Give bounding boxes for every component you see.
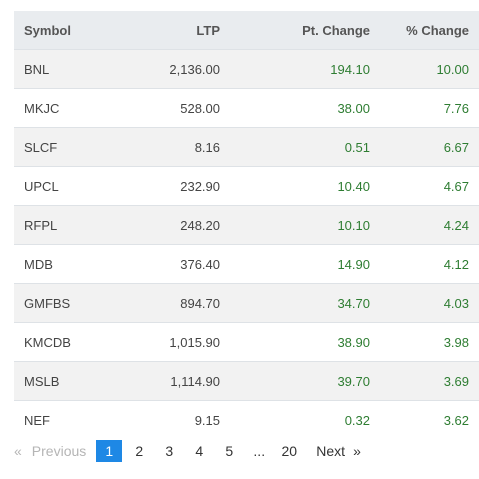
table-body: BNL 2,136.00 194.10 10.00 MKJC 528.00 38.00 7.7… — [14, 49, 479, 439]
page-button-current[interactable]: 1 — [96, 440, 123, 462]
column-header-pct-change[interactable]: % Change — [380, 11, 479, 50]
table-row[interactable]: MKJC 528.00 38.00 7.76 — [14, 88, 479, 128]
cell-ltp: 1,015.90 — [122, 322, 230, 362]
cell-symbol: MDB — [14, 244, 122, 284]
header-row: Symbol LTP Pt. Change % Change — [14, 11, 479, 50]
cell-symbol: GMFBS — [14, 283, 122, 323]
cell-symbol: UPCL — [14, 166, 122, 206]
next-arrow-icon[interactable]: » — [353, 443, 361, 459]
cell-pct-change: 3.62 — [380, 400, 479, 439]
gainers-table: Symbol LTP Pt. Change % Change BNL 2,136.… — [14, 11, 479, 439]
pagination: « Previous 1 2 3 4 5 ... 20 Next » — [14, 439, 361, 463]
cell-pt-change: 0.51 — [230, 127, 380, 167]
cell-pt-change: 14.90 — [230, 244, 380, 284]
cell-ltp: 232.90 — [122, 166, 230, 206]
table-row[interactable]: MSLB 1,114.90 39.70 3.69 — [14, 361, 479, 401]
cell-symbol: NEF — [14, 400, 122, 439]
column-header-symbol[interactable]: Symbol — [14, 11, 122, 50]
cell-pct-change: 4.67 — [380, 166, 479, 206]
table-header: Symbol LTP Pt. Change % Change — [14, 11, 479, 50]
cell-ltp: 528.00 — [122, 88, 230, 128]
page-button-3[interactable]: 3 — [165, 443, 174, 459]
table-row[interactable]: GMFBS 894.70 34.70 4.03 — [14, 283, 479, 323]
page-button-2[interactable]: 2 — [135, 443, 144, 459]
cell-symbol: KMCDB — [14, 322, 122, 362]
cell-pct-change: 10.00 — [380, 49, 479, 89]
page-button-4[interactable]: 4 — [195, 443, 204, 459]
table-row[interactable]: NEF 9.15 0.32 3.62 — [14, 400, 479, 439]
cell-ltp: 248.20 — [122, 205, 230, 245]
pagination-ellipsis: ... — [253, 443, 266, 459]
table-row[interactable]: BNL 2,136.00 194.10 10.00 — [14, 49, 479, 89]
cell-pt-change: 10.40 — [230, 166, 380, 206]
previous-page-button[interactable]: Previous — [31, 443, 87, 459]
cell-pct-change: 7.76 — [380, 88, 479, 128]
table-row[interactable]: SLCF 8.16 0.51 6.67 — [14, 127, 479, 167]
table-row[interactable]: KMCDB 1,015.90 38.90 3.98 — [14, 322, 479, 362]
cell-pt-change: 39.70 — [230, 361, 380, 401]
cell-pt-change: 38.90 — [230, 322, 380, 362]
cell-pct-change: 3.98 — [380, 322, 479, 362]
page-button-5[interactable]: 5 — [225, 443, 234, 459]
cell-ltp: 894.70 — [122, 283, 230, 323]
cell-symbol: RFPL — [14, 205, 122, 245]
cell-pt-change: 194.10 — [230, 49, 380, 89]
cell-ltp: 1,114.90 — [122, 361, 230, 401]
cell-ltp: 376.40 — [122, 244, 230, 284]
cell-pct-change: 4.12 — [380, 244, 479, 284]
next-page-button[interactable]: Next — [316, 443, 346, 459]
page-button-last[interactable]: 20 — [281, 443, 298, 459]
cell-pt-change: 10.10 — [230, 205, 380, 245]
cell-pct-change: 4.03 — [380, 283, 479, 323]
previous-arrow-icon: « — [14, 443, 22, 459]
cell-pt-change: 0.32 — [230, 400, 380, 439]
cell-ltp: 9.15 — [122, 400, 230, 439]
cell-pct-change: 4.24 — [380, 205, 479, 245]
cell-pct-change: 3.69 — [380, 361, 479, 401]
column-header-pt-change[interactable]: Pt. Change — [230, 11, 380, 50]
cell-symbol: MSLB — [14, 361, 122, 401]
cell-pt-change: 34.70 — [230, 283, 380, 323]
table-row[interactable]: RFPL 248.20 10.10 4.24 — [14, 205, 479, 245]
table-row[interactable]: MDB 376.40 14.90 4.12 — [14, 244, 479, 284]
cell-ltp: 2,136.00 — [122, 49, 230, 89]
cell-pt-change: 38.00 — [230, 88, 380, 128]
cell-symbol: SLCF — [14, 127, 122, 167]
cell-symbol: MKJC — [14, 88, 122, 128]
column-header-ltp[interactable]: LTP — [122, 11, 230, 50]
cell-ltp: 8.16 — [122, 127, 230, 167]
cell-pct-change: 6.67 — [380, 127, 479, 167]
cell-symbol: BNL — [14, 49, 122, 89]
table-row[interactable]: UPCL 232.90 10.40 4.67 — [14, 166, 479, 206]
